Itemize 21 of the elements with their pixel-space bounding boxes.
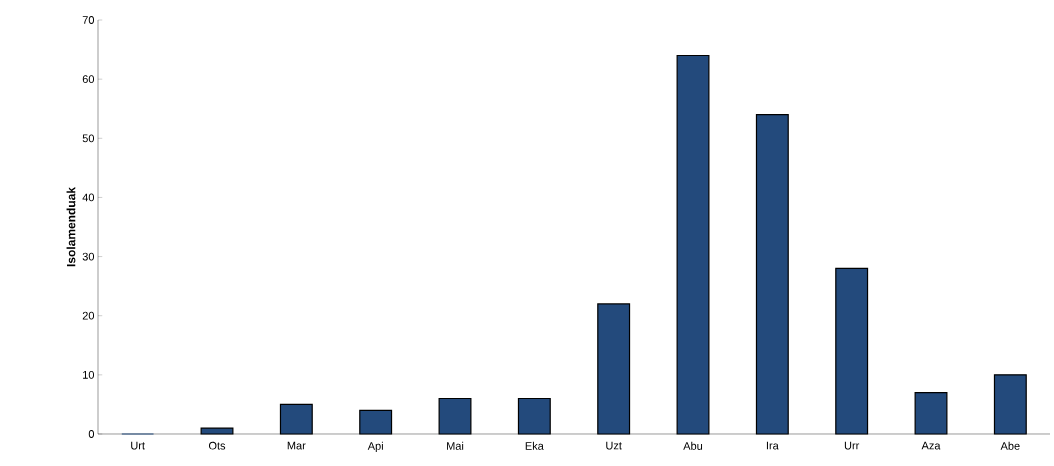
x-tick-label: Urr [844, 441, 860, 450]
y-tick-label: 20 [82, 311, 95, 320]
y-tick-label: 70 [82, 16, 95, 24]
x-tick-label: Ira [766, 441, 779, 450]
x-tick-label: Eka [525, 441, 544, 450]
x-tick-label: Abu [683, 441, 703, 450]
y-tick-label: 50 [82, 134, 95, 143]
x-tick-label: Ots [208, 441, 226, 450]
y-axis-title: Isolamenduak [66, 186, 76, 267]
x-tick-label: Abe [1000, 441, 1020, 450]
x-tick-label: Uzt [606, 441, 622, 450]
y-tick-label: 0 [88, 430, 95, 438]
y-tick-label: 10 [83, 370, 95, 379]
x-tick-label: Urt [131, 441, 145, 450]
y-tick-label: 30 [82, 252, 95, 261]
x-tick-label: Aza [921, 441, 941, 450]
y-tick-label: 60 [82, 75, 95, 84]
y-tick-label: 40 [82, 193, 95, 202]
x-tick-label: Mar [287, 441, 306, 450]
x-tick-label: Mai [447, 441, 464, 450]
x-tick-label: Api [367, 441, 383, 453]
